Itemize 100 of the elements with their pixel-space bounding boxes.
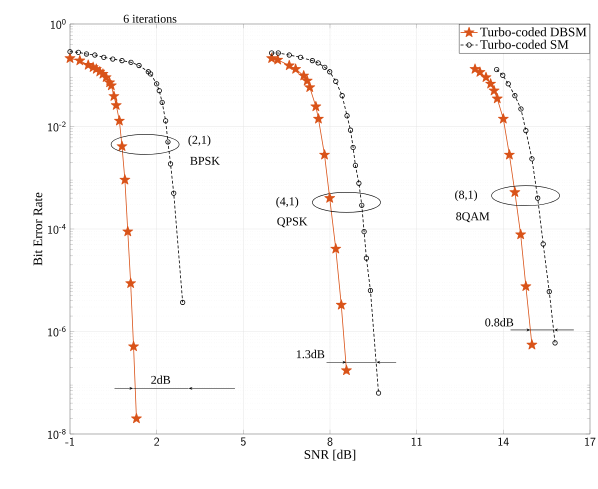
point [276, 50, 281, 56]
annotation: BPSK [190, 156, 220, 165]
point [64, 52, 76, 63]
annotation: 8QAM [456, 212, 490, 222]
point [114, 115, 125, 126]
point [120, 174, 130, 184]
point [110, 56, 116, 62]
point [304, 82, 316, 92]
point [340, 93, 345, 98]
point [125, 278, 136, 288]
point [154, 81, 160, 86]
legend-label: Turbo-coded DBSM [480, 27, 586, 36]
point [376, 390, 382, 396]
point [350, 144, 356, 150]
point [131, 412, 142, 424]
y-tick-label: 10$^{-6}$ [48, 326, 66, 337]
point [540, 241, 546, 247]
x-tick-label: 17 [585, 438, 596, 446]
point [498, 113, 509, 124]
point [313, 113, 324, 124]
annotation: 2dB [151, 375, 170, 384]
text: 6 iterations [124, 14, 176, 23]
point [552, 340, 558, 346]
point [269, 50, 274, 56]
point [512, 93, 518, 98]
annotation: (2,1) [188, 135, 210, 146]
point [344, 113, 350, 118]
point [526, 339, 538, 350]
point [488, 85, 500, 96]
point [330, 243, 342, 254]
point [310, 100, 322, 112]
point [356, 180, 362, 186]
point [520, 280, 532, 291]
point [485, 78, 496, 88]
point [122, 226, 134, 236]
x-tick-label: 2 [154, 438, 160, 446]
annotation: (8,1) [455, 190, 478, 202]
point [359, 202, 364, 208]
point [171, 190, 176, 196]
point [84, 51, 90, 57]
legend-label: Turbo-coded SM [480, 40, 568, 49]
x-tick-label: 14 [498, 438, 509, 446]
point [160, 100, 165, 106]
point [302, 75, 313, 86]
point [518, 106, 524, 112]
point [523, 128, 528, 134]
y-tick-label: 10$^{0}$ [51, 18, 66, 30]
point [492, 93, 503, 104]
point [168, 161, 174, 167]
point [324, 192, 336, 203]
point [74, 55, 86, 66]
x-tick-label: -1 [65, 438, 74, 446]
x-tick-label: 5 [240, 438, 246, 446]
point [163, 118, 168, 124]
point [286, 52, 292, 58]
annotation: 0.8dB [485, 318, 514, 327]
point [504, 149, 515, 160]
point [128, 60, 134, 65]
point [298, 70, 310, 80]
point [310, 58, 315, 64]
point [284, 60, 295, 70]
point [148, 71, 154, 77]
point [165, 139, 171, 145]
point [500, 72, 506, 78]
point [128, 340, 139, 352]
point [327, 69, 332, 74]
annotation: (4,1) [276, 196, 298, 208]
point [480, 72, 492, 82]
y-axis-title: Bit Error Rate [34, 192, 42, 266]
point [515, 228, 526, 240]
point [136, 62, 142, 68]
point [494, 66, 500, 72]
point [67, 49, 73, 54]
y-tick-label: 10$^{-2}$ [48, 121, 66, 132]
point [110, 100, 122, 110]
x-tick-label: 8 [328, 438, 332, 446]
point [529, 156, 535, 162]
point [106, 80, 117, 90]
point [76, 50, 81, 55]
point [368, 288, 374, 294]
point [361, 228, 367, 234]
point [319, 149, 330, 160]
point [119, 58, 125, 64]
point [333, 78, 338, 84]
point [535, 196, 540, 201]
point [348, 128, 354, 133]
annotation: QPSK [277, 217, 308, 228]
point [146, 69, 151, 74]
point [341, 364, 352, 376]
x-axis-title: SNR [dB] [304, 450, 356, 461]
point [364, 256, 369, 261]
y-tick-label: 10$^{-4}$ [48, 224, 66, 234]
point [180, 300, 186, 305]
point [116, 140, 128, 151]
point [546, 289, 552, 294]
point [298, 54, 304, 60]
point [101, 54, 106, 60]
annotation: 1.3dB [296, 350, 324, 358]
point [336, 299, 347, 310]
point [92, 52, 98, 58]
